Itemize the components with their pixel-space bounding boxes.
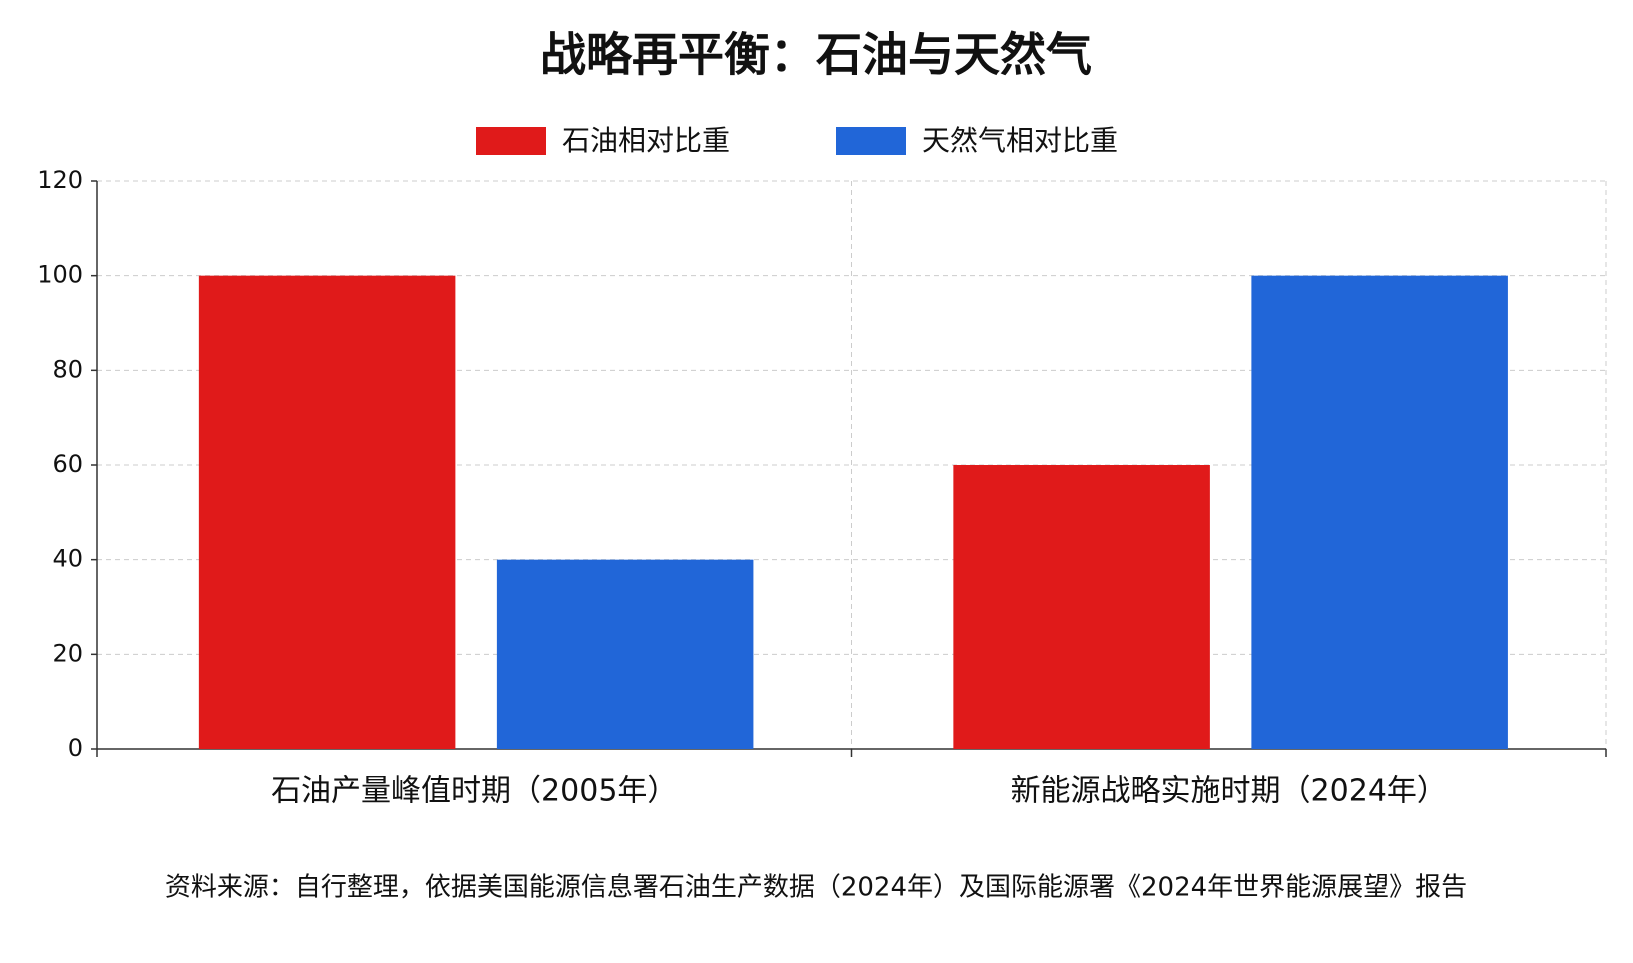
y-tick-label: 60: [52, 450, 83, 478]
bar: [496, 559, 754, 749]
legend-label: 天然气相对比重: [922, 124, 1118, 157]
bar: [953, 465, 1210, 749]
x-tick-label: 新能源战略实施时期（2024年）: [1011, 774, 1447, 809]
y-tick-label: 120: [37, 166, 83, 194]
x-tick-label: 石油产量峰值时期（2005年）: [271, 774, 677, 809]
legend-swatch: [476, 127, 546, 155]
y-tick-label: 0: [68, 734, 83, 762]
bar: [198, 275, 456, 749]
bar: [1251, 275, 1508, 749]
chart-title: 战略再平衡：石油与天然气: [540, 28, 1092, 82]
legend-swatch: [836, 127, 906, 155]
y-tick-label: 80: [52, 355, 83, 383]
source-note: 资料来源：自行整理，依据美国能源信息署石油生产数据（2024年）及国际能源署《2…: [165, 873, 1467, 903]
legend-label: 石油相对比重: [562, 124, 730, 157]
y-tick-label: 40: [52, 545, 83, 573]
y-tick-label: 20: [52, 639, 83, 667]
y-tick-label: 100: [37, 261, 83, 289]
